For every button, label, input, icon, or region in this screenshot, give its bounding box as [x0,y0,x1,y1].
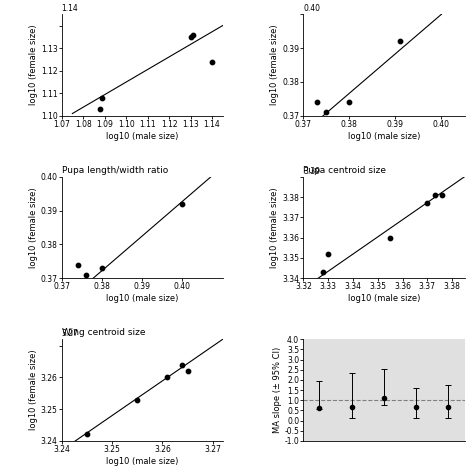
Point [179,361,186,368]
Point [184,367,191,375]
X-axis label: log10 (male size): log10 (male size) [106,457,178,466]
Y-axis label: log10 (female size): log10 (female size) [270,25,279,105]
Point [386,234,394,241]
Point [179,200,186,208]
X-axis label: log10 (male size): log10 (male size) [106,132,178,141]
Point [74,261,82,269]
Point [187,33,194,41]
Point [97,105,104,113]
Point [189,31,197,38]
Point [99,94,106,101]
Point [83,431,91,438]
Point [346,99,353,106]
Point [208,58,216,65]
Point [133,396,141,403]
Y-axis label: log10 (female size): log10 (female size) [29,350,38,430]
Point [82,271,90,279]
Text: 3.39: 3.39 [303,167,320,176]
Point [323,109,330,116]
Text: Pupa centroid size: Pupa centroid size [303,165,386,174]
X-axis label: log10 (male size): log10 (male size) [106,294,178,303]
Y-axis label: MA slope (± 95% CI): MA slope (± 95% CI) [273,347,282,433]
Point [319,268,327,276]
Text: 0.40: 0.40 [303,4,320,13]
X-axis label: log10 (male size): log10 (male size) [348,294,420,303]
Point [431,191,438,199]
Text: Wing centroid size: Wing centroid size [62,328,145,337]
Point [396,37,404,45]
Y-axis label: log10 (female size): log10 (female size) [28,187,37,268]
Text: Pupa length/width ratio: Pupa length/width ratio [62,165,168,174]
Point [313,99,321,106]
Text: 1.14: 1.14 [62,4,78,13]
Text: 3.27: 3.27 [62,329,79,338]
Point [324,250,332,258]
Point [424,200,431,207]
X-axis label: log10 (male size): log10 (male size) [348,132,420,141]
Point [438,191,446,199]
Point [98,264,106,272]
Y-axis label: log10 (female size): log10 (female size) [29,25,38,105]
Point [164,374,171,381]
Y-axis label: log10 (female size): log10 (female size) [270,187,279,268]
